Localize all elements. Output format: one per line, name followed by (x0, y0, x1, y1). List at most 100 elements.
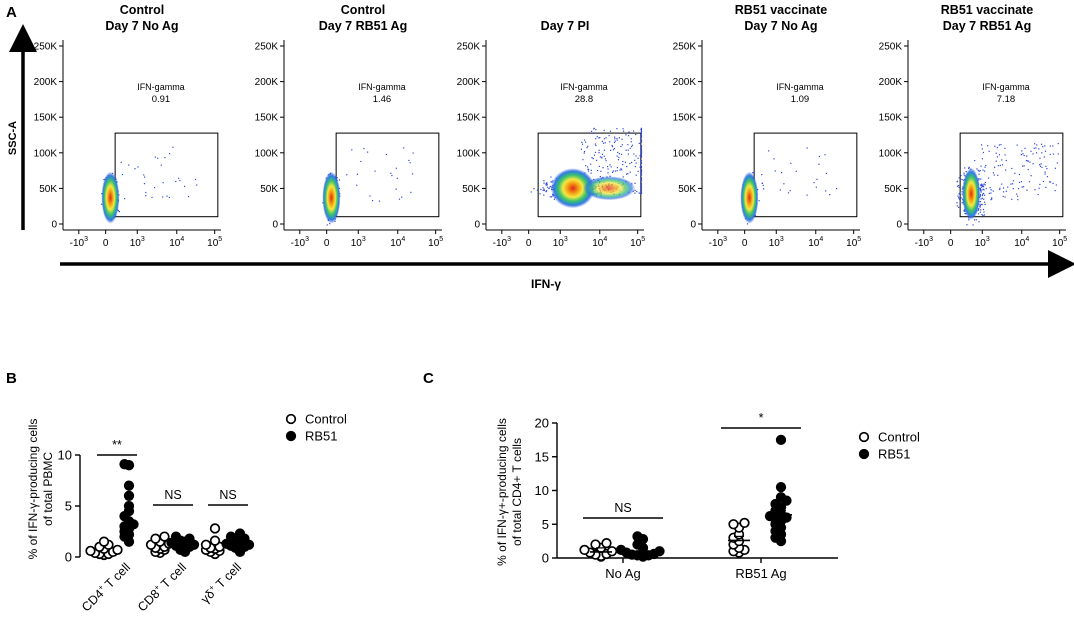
flow-plot-title: Day 7 No Ag (744, 19, 817, 33)
rb51-point (170, 531, 182, 542)
control-point (200, 539, 212, 550)
flow-y-tick-label: 50K (260, 184, 278, 195)
flow-plot-title: Day 7 No Ag (105, 19, 178, 33)
rb51-points (615, 531, 665, 562)
panel-label-b: B (6, 370, 17, 387)
significance-label: * (759, 411, 764, 425)
gate-percentage: 1.09 (791, 94, 810, 105)
flow-y-tick-label: 200K (879, 77, 903, 88)
flow-y-tick-label: 250K (255, 42, 279, 53)
y-tick-label: 15 (535, 449, 549, 464)
gate-percentage: 28.8 (575, 94, 594, 105)
flow-plot-title: Day 7 PI (541, 19, 590, 33)
flow-y-tick-label: 200K (457, 77, 481, 88)
flow-y-tick-label: 0 (51, 220, 57, 231)
panel-c-chart: 0 5 10 15 20 % of IFN-γ+-producing cellsof to… (495, 411, 920, 581)
flow-y-tick-label: 100K (673, 148, 697, 159)
density-core (962, 167, 981, 220)
legend-marker (858, 431, 870, 443)
rb51-points (221, 528, 255, 558)
flow-plot-5: RB51 vaccinate Day 7 RB51 Ag 250K 200K 150K 1… (879, 3, 1068, 249)
gate-percentage: 0.91 (152, 94, 171, 105)
category-label: CD8+ T cell (134, 560, 189, 615)
rb51-point (184, 533, 195, 544)
legend-marker (285, 413, 297, 425)
flow-y-tick-label: 150K (457, 113, 481, 124)
flow-plot-2: Control Day 7 RB51 Ag 250K 200K 150K 100K 50K 0… (255, 3, 444, 249)
gate-label: IFN-gamma (776, 82, 824, 92)
flow-plot-title: RB51 vaccinate (735, 3, 827, 17)
flow-y-tick-label: 0 (690, 220, 696, 231)
category-label: No Ag (605, 566, 640, 581)
flow-plot-title: RB51 vaccinate (941, 3, 1033, 17)
significance-label: NS (164, 488, 181, 502)
flow-y-tick-label: 0 (272, 220, 278, 231)
flow-x-tick-label: -103 (493, 236, 511, 249)
gate-label: IFN-gamma (982, 82, 1030, 92)
flow-x-tick-label: 104 (808, 236, 823, 249)
legend-marker (285, 430, 297, 442)
category-label: RB51 Ag (735, 566, 786, 581)
control-point (159, 531, 170, 542)
flow-x-tick-label: 0 (324, 238, 330, 249)
flow-x-tick-label: 105 (1052, 236, 1067, 249)
y-tick-label: 5 (65, 499, 72, 514)
panel-label-a: A (6, 4, 17, 21)
flow-plot-3: Day 7 PI 250K 200K 150K 100K 50K 0 -103 0 103 104 1… (457, 19, 646, 249)
gate-label: IFN-gamma (560, 82, 608, 92)
significance-label: ** (112, 438, 122, 452)
control-point (579, 544, 590, 556)
gate-label: IFN-gamma (137, 82, 185, 92)
y-tick-label: 20 (535, 416, 549, 431)
control-points (85, 536, 123, 561)
flow-y-tick-label: 250K (34, 42, 58, 53)
flow-plot-title: Day 7 RB51 Ag (319, 19, 407, 33)
flow-x-tick-label: 103 (351, 236, 366, 249)
control-point (209, 535, 221, 546)
flow-y-tick-label: 100K (457, 148, 481, 159)
flow-y-tick-label: 150K (34, 113, 58, 124)
control-point (209, 523, 221, 534)
gate-box (537, 132, 642, 218)
rb51-point (654, 546, 665, 557)
flow-x-tick-label: 104 (169, 236, 184, 249)
control-points (200, 523, 225, 560)
legend-marker (858, 448, 870, 460)
flow-y-tick-label: 50K (678, 184, 696, 195)
control-point (601, 538, 612, 549)
category-label: γδ+ T cell (197, 560, 244, 607)
flow-y-tick-label: 150K (879, 113, 903, 124)
y-tick-label: 5 (542, 517, 549, 532)
flow-plot-title: Control (341, 3, 385, 17)
legend-label: Control (878, 430, 920, 445)
density-core (740, 171, 759, 224)
rb51-point (632, 531, 643, 542)
control-point (590, 539, 601, 550)
flow-x-tick-label: 104 (390, 236, 405, 249)
flow-x-tick-label: -103 (915, 236, 933, 249)
control-point (739, 517, 750, 529)
gate-box (114, 132, 219, 218)
flow-y-axis-title: SSC-A (7, 121, 19, 155)
density-core (101, 171, 120, 224)
rb51-point (775, 434, 787, 446)
rb51-points (119, 459, 139, 547)
flow-x-tick-label: 104 (1014, 236, 1029, 249)
flow-x-tick-label: 0 (742, 238, 748, 249)
flow-y-tick-label: 200K (34, 77, 58, 88)
control-point (728, 519, 739, 530)
flow-y-tick-label: 50K (39, 184, 57, 195)
flow-y-tick-label: 50K (462, 184, 480, 195)
rb51-point (770, 498, 781, 510)
gate-percentage: 7.18 (997, 94, 1016, 105)
gate-box (753, 132, 858, 218)
category-label: CD4+ T cell (78, 560, 133, 615)
flow-x-tick-label: -103 (709, 236, 727, 249)
flow-x-tick-label: 0 (526, 238, 532, 249)
y-tick-label: 10 (535, 483, 549, 498)
flow-x-tick-label: -103 (291, 236, 309, 249)
y-tick-label: 10 (58, 448, 72, 463)
control-point (98, 536, 110, 547)
y-axis-label: % of IFN-γ+-producing cellsof total CD4+… (495, 418, 524, 566)
